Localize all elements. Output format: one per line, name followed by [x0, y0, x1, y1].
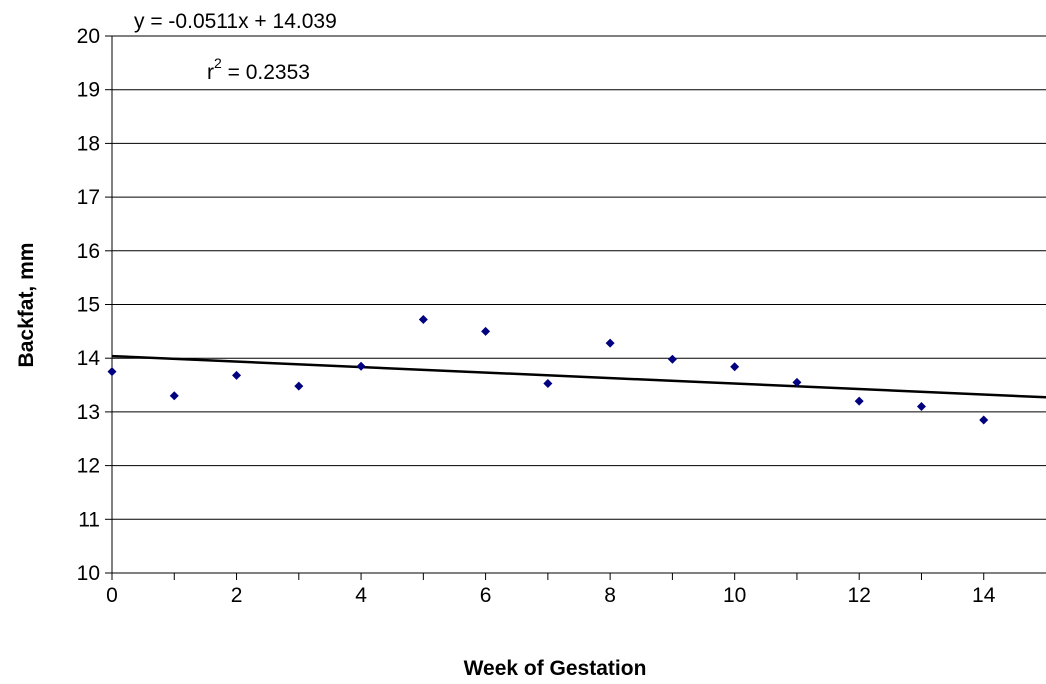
y-tick-label: 15 — [77, 294, 100, 317]
data-point — [792, 377, 802, 387]
x-tick-label: 12 — [848, 584, 871, 607]
y-tick-label: 13 — [77, 401, 100, 424]
r-squared-label: r2 = 0.2353 — [207, 55, 310, 84]
y-tick-label: 19 — [77, 79, 100, 102]
data-point — [667, 354, 677, 364]
equation-label: y = -0.0511x + 14.039 — [134, 10, 337, 33]
data-points — [107, 315, 989, 425]
data-point — [854, 396, 864, 406]
y-tick-label: 20 — [77, 25, 100, 48]
data-point — [418, 315, 428, 325]
y-tick-label: 16 — [77, 240, 100, 263]
r-squared-value: = 0.2353 — [222, 61, 310, 84]
y-tick-label: 14 — [77, 347, 101, 370]
data-point — [916, 402, 926, 412]
y-tick-label: 11 — [78, 508, 100, 531]
x-tick-label: 2 — [231, 584, 243, 607]
y-tick-label: 17 — [77, 186, 100, 209]
trendline — [111, 354, 1046, 399]
data-point — [232, 370, 242, 380]
data-point — [730, 362, 740, 372]
data-point — [481, 326, 491, 336]
tick-labels: 10 11 12 13 14 15 16 17 18 19 20 0 2 4 6 8 10 12 14 — [77, 25, 996, 607]
data-point — [356, 361, 366, 371]
data-point — [605, 338, 615, 348]
y-tick-label: 12 — [77, 455, 100, 478]
x-tick-label: 6 — [480, 584, 492, 607]
x-tick-label: 8 — [604, 584, 616, 607]
data-point — [543, 378, 553, 388]
data-point — [169, 391, 179, 401]
x-tick-label: 4 — [355, 584, 367, 607]
y-tick-label: 10 — [77, 562, 100, 585]
x-tick-label: 14 — [972, 584, 996, 607]
data-point — [107, 367, 117, 377]
x-tick-label: 0 — [106, 584, 118, 607]
r-squared-exponent: 2 — [214, 55, 222, 71]
data-point — [979, 415, 989, 425]
r-squared-prefix: r — [207, 61, 214, 84]
x-axis-title: Week of Gestation — [464, 657, 647, 680]
grid-lines — [112, 35, 1046, 520]
y-tick-label: 18 — [77, 132, 100, 155]
y-axis-title: Backfat, mm — [15, 243, 38, 368]
x-tick-label: 10 — [723, 584, 746, 607]
data-point — [294, 381, 304, 391]
axes — [105, 35, 1046, 580]
